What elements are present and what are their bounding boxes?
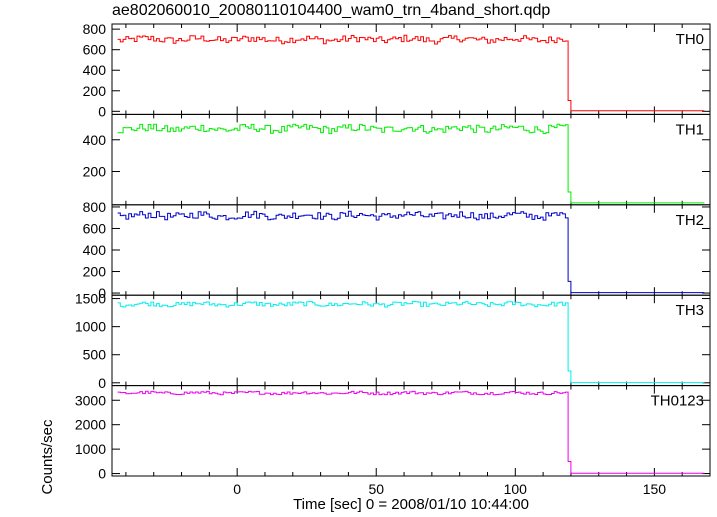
x-tick-label: 100 — [504, 481, 528, 497]
series-line-TH3 — [117, 300, 705, 384]
y-tick-label-TH3: 1500 — [75, 291, 106, 307]
y-tick-label-TH3: 1000 — [75, 319, 106, 335]
y-tick-label-TH2: 200 — [83, 264, 107, 280]
panel-frame-TH3 — [111, 294, 711, 387]
x-tick-label: 150 — [643, 481, 667, 497]
y-tick-label-TH0: 800 — [83, 21, 107, 37]
y-tick-label-TH2: 0 — [98, 285, 106, 301]
series-label-TH1: TH1 — [676, 121, 704, 138]
y-tick-label-TH2: 600 — [83, 220, 107, 236]
panel-frame-TH2 — [111, 204, 711, 296]
x-tick-label: 0 — [233, 481, 241, 497]
y-tick-label-TH0: 600 — [83, 42, 107, 58]
series-line-TH1 — [117, 123, 705, 204]
series-line-TH0123 — [117, 390, 705, 474]
series-label-TH0: TH0 — [676, 31, 704, 48]
x-axis-label: Time [sec] 0 = 2008/01/10 10:44:00 — [293, 496, 529, 513]
series-label-TH0123: TH0123 — [651, 393, 704, 410]
y-tick-label-TH1: 400 — [83, 132, 107, 148]
panel-frame-TH0123 — [111, 385, 711, 477]
y-tick-label-TH0: 0 — [98, 103, 106, 119]
y-tick-label-TH0: 200 — [83, 83, 107, 99]
y-tick-label-TH0123: 1000 — [75, 441, 106, 457]
y-tick-label-TH3: 500 — [83, 347, 107, 363]
series-line-TH0 — [117, 34, 705, 112]
series-label-TH3: TH3 — [676, 302, 704, 319]
y-tick-label-TH0123: 2000 — [75, 417, 106, 433]
y-tick-label-TH1: 200 — [83, 163, 107, 179]
y-tick-label-TH0123: 0 — [98, 466, 106, 482]
y-tick-label-TH2: 800 — [83, 199, 107, 215]
panel-frame-TH0 — [111, 23, 711, 115]
y-tick-label-TH3: 0 — [98, 375, 106, 391]
chart-title: ae802060010_20080110104400_wam0_trn_4ban… — [112, 2, 551, 19]
series-label-TH2: TH2 — [676, 212, 704, 229]
y-tick-label-TH2: 400 — [83, 242, 107, 258]
y-tick-label-TH0123: 3000 — [75, 392, 106, 408]
x-tick-label: 50 — [368, 481, 384, 497]
y-axis-label: Counts/sec — [39, 419, 56, 495]
y-tick-label-TH0: 400 — [83, 62, 107, 78]
series-line-TH2 — [117, 210, 705, 294]
